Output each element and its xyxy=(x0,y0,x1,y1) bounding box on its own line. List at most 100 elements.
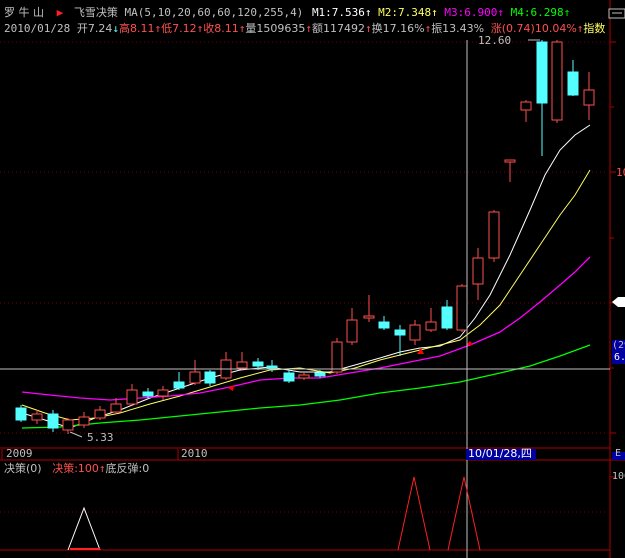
right-axis-label-10: 10 xyxy=(616,166,625,179)
candle-body[interactable] xyxy=(504,159,516,163)
candle-body[interactable] xyxy=(520,101,532,111)
m2-value: M2:7.348 xyxy=(378,6,432,19)
axis-corner-label: E xyxy=(615,448,622,459)
candle-body[interactable] xyxy=(314,372,326,377)
candle-body[interactable] xyxy=(204,371,216,384)
candle-body[interactable] xyxy=(47,413,59,429)
sub-indicator-header: 决策(0) 决策:100↑底反弹:0 xyxy=(4,462,149,476)
candle-body[interactable] xyxy=(394,329,406,336)
candle-body[interactable] xyxy=(78,416,90,426)
candle-body[interactable] xyxy=(472,257,484,285)
high-up-arrow-icon: ↑ xyxy=(154,22,162,35)
candle-body[interactable] xyxy=(441,306,453,329)
close-value: 收8.11 xyxy=(203,22,239,35)
candle-body[interactable] xyxy=(62,419,74,431)
candle-body[interactable] xyxy=(363,315,375,319)
amount-up-arrow-icon: ↑ xyxy=(364,22,372,35)
m3-value: M3:6.900 xyxy=(444,6,498,19)
candle-body[interactable] xyxy=(298,374,310,379)
candle-body[interactable] xyxy=(110,403,122,413)
index-link[interactable]: 指数 xyxy=(583,22,606,35)
candle-body[interactable] xyxy=(488,211,500,259)
low-price-label: 5.33 xyxy=(87,431,114,444)
candle-body[interactable] xyxy=(536,41,548,104)
change-up-arrow-icon: ↑ xyxy=(576,22,584,35)
indicator-name[interactable]: 飞雪决策 xyxy=(73,6,118,19)
close-up-arrow-icon: ↑ xyxy=(238,22,246,35)
candle-body[interactable] xyxy=(283,372,295,382)
signal-markers xyxy=(228,341,473,391)
ma1-line xyxy=(21,124,591,429)
date-label-2009: 2009 xyxy=(6,447,33,460)
volume-value: 量1509635 xyxy=(245,22,306,35)
candle-body[interactable] xyxy=(189,371,201,384)
candle-body[interactable] xyxy=(236,361,248,369)
cursor-date-label: 10/01/28,四 xyxy=(468,447,532,460)
right-badge-bottom: 6. xyxy=(614,352,625,363)
turnover-up-arrow-icon: ↑ xyxy=(424,22,432,35)
quote-date: 2010/01/28 xyxy=(4,22,71,35)
ma-params: MA(5,10,20,60,60,120,255,4) xyxy=(124,6,304,19)
price-badge-box xyxy=(612,340,625,364)
candle-body[interactable] xyxy=(331,341,343,373)
high-price-label: 12.60 xyxy=(478,34,512,47)
open-value: 开7.24 xyxy=(76,22,113,35)
decision-spike-white xyxy=(67,506,101,551)
cursor-date-highlight xyxy=(466,449,536,460)
quote-bar: 2010/01/28 开7.24↓高8.11↑低7.12↑收8.11↑量1509… xyxy=(4,22,605,36)
ma3-line xyxy=(21,256,591,401)
open-down-arrow-icon: ↓ xyxy=(112,22,119,35)
current-price-pointer-icon xyxy=(612,297,625,307)
candle-body[interactable] xyxy=(409,324,421,341)
candle-body[interactable] xyxy=(15,407,27,421)
price-grid xyxy=(0,41,608,513)
candle-body[interactable] xyxy=(173,381,185,389)
candle-body[interactable] xyxy=(567,71,579,96)
low-up-arrow-icon: ↑ xyxy=(196,22,204,35)
low-marker-pointer xyxy=(69,431,83,438)
volume-up-arrow-icon: ↑ xyxy=(305,22,312,35)
amount-value: 额117492 xyxy=(311,22,365,35)
candle-body[interactable] xyxy=(583,89,595,106)
candle-body[interactable] xyxy=(346,319,358,343)
candle-body[interactable] xyxy=(266,365,278,369)
candlesticks[interactable] xyxy=(15,40,595,434)
decision-up-arrow-icon: ↑ xyxy=(98,462,106,475)
candle-body[interactable] xyxy=(142,391,154,397)
candle-body[interactable] xyxy=(551,41,563,121)
amplitude-value: 振13.43% xyxy=(431,22,485,35)
m1-value: M1:7.536 xyxy=(311,6,365,19)
m3-up-arrow-icon: ↑ xyxy=(497,6,505,19)
candle-body[interactable] xyxy=(157,389,169,397)
decision-value: 决策:100 xyxy=(52,462,99,475)
high-value: 高8.11 xyxy=(118,22,155,35)
axis-corner-box xyxy=(612,452,625,460)
low-value: 低7.12 xyxy=(161,22,197,35)
candle-body[interactable] xyxy=(94,409,106,419)
m4-value: M4:6.298 xyxy=(510,6,564,19)
right-axis-ticks xyxy=(610,41,616,478)
right-badge-top: (29 xyxy=(612,340,625,351)
turnover-value: 换17.16% xyxy=(371,22,425,35)
candle-body[interactable] xyxy=(126,389,138,405)
ma2-line xyxy=(21,169,591,421)
stock-name: 罗 牛 山 xyxy=(4,6,44,19)
m4-up-arrow-icon: ↑ xyxy=(563,6,571,19)
chart-header: 罗 牛 山 ▶ 飞雪决策 MA(5,10,20,60,60,120,255,4)… xyxy=(4,6,570,20)
red-flag-icon[interactable]: ▶ xyxy=(56,6,64,19)
candle-body[interactable] xyxy=(378,321,390,329)
date-label-2010: 2010 xyxy=(181,447,208,460)
candle-body[interactable] xyxy=(425,321,437,331)
candle-body[interactable] xyxy=(456,285,468,331)
candle-body[interactable] xyxy=(31,413,43,421)
candle-body[interactable] xyxy=(252,361,264,367)
rebound-value: 底反弹:0 xyxy=(105,462,150,475)
sub-indicator-name[interactable]: 决策(0) xyxy=(4,462,42,475)
m2-up-arrow-icon: ↑ xyxy=(431,6,438,19)
decision-spike-red-2 xyxy=(447,476,481,551)
decision-spike-red-1 xyxy=(397,476,431,551)
m1-up-arrow-icon: ↑ xyxy=(364,6,372,19)
right-axis-label-100: 100 xyxy=(612,471,625,482)
change-value: 涨(0.74)10.04% xyxy=(490,22,577,35)
